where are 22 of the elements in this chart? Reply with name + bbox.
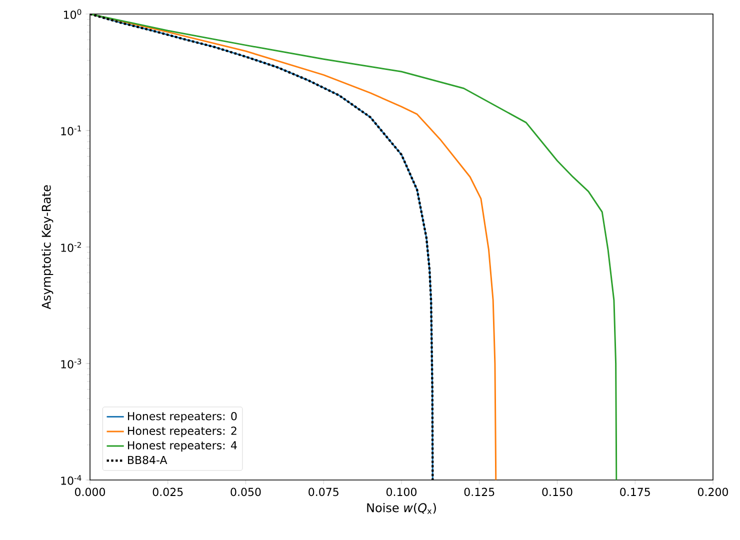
legend-label: Honest repeaters: 4: [128, 441, 237, 452]
legend-label: BB84-A: [128, 456, 168, 464]
x-tick-label: 0.100: [386, 488, 416, 496]
y-tick-label: 10$^{-1}$: [61, 126, 81, 136]
y-tick-label: 10$^{-4}$: [61, 475, 82, 485]
line-series: [90, 14, 618, 480]
x-axis-title: Noise w(Q$_{x}$): [367, 502, 436, 514]
x-tick-label: 0.025: [152, 488, 183, 496]
x-tick-label: 0.050: [230, 488, 261, 496]
x-tick-label: 0.150: [542, 488, 572, 496]
y-axis-title: Asymptotic Key-Rate: [42, 185, 54, 310]
y-tick-label: 10$^{-3}$: [61, 358, 82, 368]
y-tick-label: 10$^{0}$: [64, 9, 82, 19]
legend-label: Honest repeaters: 2: [128, 426, 236, 438]
x-tick-label: 0.175: [620, 488, 650, 496]
x-tick-label: 0.125: [464, 488, 494, 496]
line-series: [90, 14, 497, 480]
x-tick-label: 0.200: [698, 488, 728, 496]
x-tick-label: 0.075: [308, 488, 338, 496]
x-tick-label: 0.000: [74, 488, 105, 496]
legend-label: Honest repeaters: 0: [128, 412, 237, 422]
y-tick-label: 10$^{-2}$: [61, 242, 81, 252]
